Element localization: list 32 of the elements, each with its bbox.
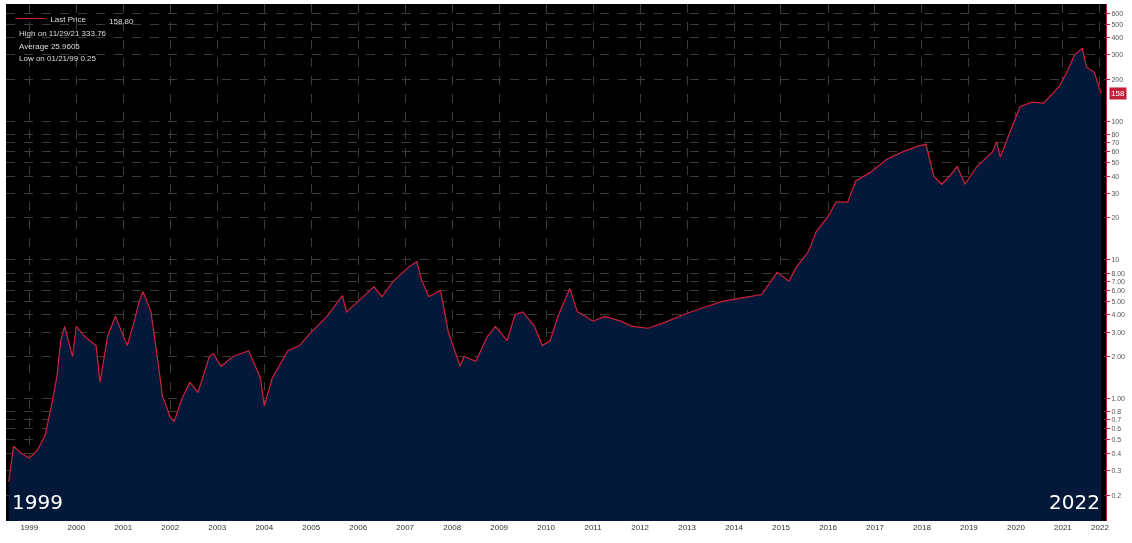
x-tick-label: 1999: [20, 523, 39, 532]
x-tick-label: 2020: [1007, 523, 1026, 532]
x-tick-label: 2008: [443, 523, 462, 532]
legend-label: Last Price: [50, 14, 87, 24]
annotation: 2022: [1049, 490, 1100, 514]
x-tick-label: 2022: [1091, 523, 1110, 532]
x-tick-label: 2019: [959, 523, 979, 532]
x-tick-label: 2003: [208, 523, 227, 532]
x-tick-label: 2018: [913, 523, 932, 532]
annotation: 158.80: [109, 17, 135, 26]
x-tick-label: 2000: [67, 523, 86, 532]
annotation: Average 25.9605: [19, 42, 81, 51]
x-tick-label: 2011: [584, 523, 603, 532]
x-tick-label: 2014: [725, 523, 744, 532]
x-tick-label: 2005: [302, 523, 321, 532]
x-tick-label: 2010: [537, 523, 556, 532]
x-tick-label: 2017: [866, 523, 885, 532]
annotation: High on 11/29/21 333.76: [19, 29, 107, 38]
x-tick-label: 2006: [349, 523, 368, 532]
x-tick-label: 2016: [819, 523, 838, 532]
x-tick-label: 2012: [631, 523, 650, 532]
x-tick-label: 2015: [772, 523, 791, 532]
annotation: 1999: [12, 490, 63, 514]
x-tick-label: 2013: [678, 523, 697, 532]
x-tick-label: 2001: [114, 523, 133, 532]
x-tick-label: 2009: [490, 523, 509, 532]
x-tick-label: 2004: [255, 523, 274, 532]
x-tick-label: 2007: [396, 523, 415, 532]
x-tick-label: 2002: [161, 523, 180, 532]
x-tick-label: 2021: [1054, 523, 1073, 532]
annotation: 158: [1111, 89, 1125, 98]
annotation: Low on 01/21/99 0.25: [19, 54, 97, 63]
